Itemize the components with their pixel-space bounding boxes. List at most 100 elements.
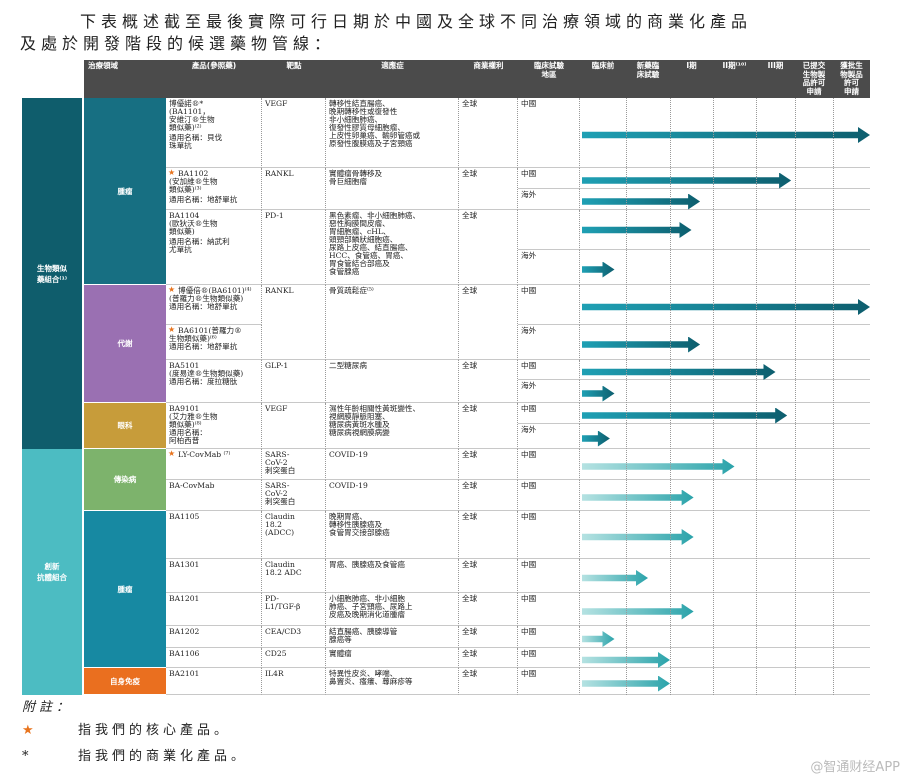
product-label: BA9101 (艾力雅®生物 類似藥)⁽⁸⁾ 通用名稱： 阿柏西普 xyxy=(169,404,218,445)
product-label: 博優諾®* (BA1101， 安維汀®生物 類似藥)⁽²⁾ 通用名稱：貝伐 珠單抗 xyxy=(169,99,223,150)
target: VEGF xyxy=(262,98,326,168)
target: GLP-1 xyxy=(262,360,326,403)
trial-stage-row xyxy=(580,648,870,668)
trial-stage-row xyxy=(580,668,870,695)
core-product-star-icon: ★ xyxy=(168,168,176,177)
indication: 二型糖尿病 xyxy=(326,360,459,403)
trial-stage-row xyxy=(580,593,870,626)
intro-line-2: 及處於開發階段的候選藥物管線： xyxy=(20,34,336,53)
trial-stage-row xyxy=(580,325,870,360)
header-2: 靶點 xyxy=(262,60,326,98)
core-product-star-icon: ★ xyxy=(168,325,176,334)
trial-stage-row xyxy=(580,189,870,210)
product-name: BA1201 xyxy=(166,593,262,626)
product-name: BA9101 (艾力雅®生物 類似藥)⁽⁸⁾ 通用名稱： 阿柏西普 xyxy=(166,403,262,449)
rights: 全球 xyxy=(459,626,518,648)
header-3: 適應症 xyxy=(326,60,459,98)
rights: 全球 xyxy=(459,668,518,695)
trial-region: 海外 xyxy=(518,380,580,403)
indication: 晚期胃癌、 轉移性胰腺癌及 食管胃交接部腺癌 xyxy=(326,511,459,559)
product-label: BA6101(普羅力® 生物類似藥)⁽⁶⁾ 通用名稱：地舒單抗 xyxy=(169,326,242,351)
target: RANKL xyxy=(262,168,326,210)
product-name: BA1104 (歐狄沃®生物 類似藥) 通用名稱：納武利 尤單抗 xyxy=(166,210,262,285)
area-4: 腫瘤 xyxy=(84,511,166,668)
product-name: BA1105 xyxy=(166,511,262,559)
trial-region: 中國 xyxy=(518,98,580,168)
indication: 結直腸癌、胰腺導管 腺癌等 xyxy=(326,626,459,648)
group-0: 生物類似 藥組合⁽¹⁾ xyxy=(22,98,84,449)
product-name: 博優諾®* (BA1101， 安維汀®生物 類似藥)⁽²⁾ 通用名稱：貝伐 珠單抗 xyxy=(166,98,262,168)
area-1: 代謝 xyxy=(84,285,166,403)
rights: 全球 xyxy=(459,168,518,210)
area-2: 眼科 xyxy=(84,403,166,449)
trial-stage-row xyxy=(580,360,870,380)
core-product-star-icon: ★ xyxy=(168,285,176,294)
indication: 骨質疏鬆症⁽⁵⁾ xyxy=(326,285,459,360)
area-3: 傳染病 xyxy=(84,449,166,511)
product-label: BA1106 xyxy=(169,649,200,658)
trial-region: 中國 xyxy=(518,648,580,668)
trial-stage-row xyxy=(580,559,870,593)
target: RANKL xyxy=(262,285,326,360)
rights: 全球 xyxy=(459,360,518,403)
header-0: 治療領域 xyxy=(84,60,166,98)
target: SARS- CoV-2 刺突蛋白 xyxy=(262,449,326,480)
indication: 小細胞肺癌、非小細胞 肺癌、子宮頸癌、尿路上 皮癌及晚期消化道腫瘤 xyxy=(326,593,459,626)
rights: 全球 xyxy=(459,210,518,285)
product-label: LY-CovMab ⁽⁷⁾ xyxy=(178,450,231,459)
stage-divider xyxy=(670,98,671,695)
product-label: BA1202 xyxy=(169,627,200,636)
area-0: 腫瘤 xyxy=(84,98,166,285)
stage-divider xyxy=(833,98,834,695)
header-6: 臨床前 xyxy=(580,60,626,98)
trial-stage-row xyxy=(580,626,870,648)
rights: 全球 xyxy=(459,285,518,360)
rights: 全球 xyxy=(459,449,518,480)
trial-region: 海外 xyxy=(518,250,580,285)
indication: 黑色素瘤、非小細胞肺癌、 惡性胸膜間皮瘤、 胃細胞瘤、cHL、 頭頸部鱗狀細胞癌、 尿路… xyxy=(326,210,459,285)
product-name: BA1301 xyxy=(166,559,262,593)
header-5: 臨床試驗 地區 xyxy=(518,60,580,98)
product-label: BA1201 xyxy=(169,594,200,603)
header-7: 新藥臨 床試驗 xyxy=(626,60,670,98)
target: SARS- CoV-2 刺突蛋白 xyxy=(262,480,326,511)
trial-stage-row xyxy=(580,511,870,559)
area-5: 自身免疫 xyxy=(84,668,166,695)
product-name: BA2101 xyxy=(166,668,262,695)
target: CD25 xyxy=(262,648,326,668)
target: Claudin 18.2 (ADCC) xyxy=(262,511,326,559)
star-note: 指我們的核心產品。 xyxy=(78,723,232,738)
target: CEA/CD3 xyxy=(262,626,326,648)
rights: 全球 xyxy=(459,559,518,593)
header-10: III期 xyxy=(756,60,795,98)
product-label: BA1104 (歐狄沃®生物 類似藥) 通用名稱：納武利 尤單抗 xyxy=(169,211,230,254)
trial-stage-row xyxy=(580,285,870,325)
trial-region: 中國 xyxy=(518,559,580,593)
target: Claudin 18.2 ADC xyxy=(262,559,326,593)
indication: 胃癌、胰腺癌及食管癌 xyxy=(326,559,459,593)
target: PD-1 xyxy=(262,210,326,285)
rights: 全球 xyxy=(459,98,518,168)
product-label: BA2101 xyxy=(169,669,200,678)
trial-region: 海外 xyxy=(518,325,580,360)
product-name: BA5101 (度易達®生物類似藥) 通用名稱：度拉糖肽 xyxy=(166,360,262,403)
group-1: 創新 抗體組合 xyxy=(22,449,84,695)
stage-divider xyxy=(795,98,796,695)
rights: 全球 xyxy=(459,511,518,559)
notes-title: 附註： xyxy=(22,700,74,715)
trial-region: 中國 xyxy=(518,360,580,380)
trial-region: 中國 xyxy=(518,403,580,424)
trial-region: 海外 xyxy=(518,189,580,210)
trial-stage-row xyxy=(580,403,870,424)
indication: 特異性皮炎、哮喘、 鼻竇炎、瘙癢、蕁麻疹等 xyxy=(326,668,459,695)
trial-stage-row xyxy=(580,424,870,449)
product-label: 博優倍®(BA6101)⁽⁴⁾ (普羅力®生物類似藥) 通用名稱：地舒單抗 xyxy=(169,286,252,311)
product-label: BA-CovMab xyxy=(169,481,215,490)
intro-line-1: 下表概述截至最後實際可行日期於中國及全球不同治療領域的商業化產品 xyxy=(80,12,753,31)
watermark: @智通财经APP xyxy=(810,760,900,775)
indication: 實體瘤 xyxy=(326,648,459,668)
product-name: ★ BA1102 (安加維®生物 類似藥)⁽³⁾ 通用名稱：地舒單抗 xyxy=(166,168,262,210)
product-label: BA1301 xyxy=(169,560,200,569)
product-label: BA1105 xyxy=(169,512,200,521)
product-label: BA5101 (度易達®生物類似藥) 通用名稱：度拉糖肽 xyxy=(169,361,244,386)
